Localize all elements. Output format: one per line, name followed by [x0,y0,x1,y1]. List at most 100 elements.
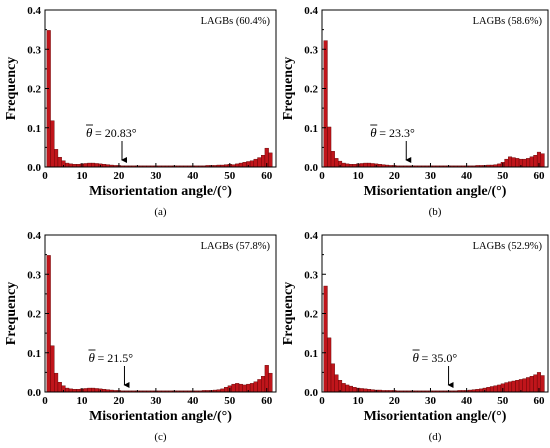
bar [540,153,545,168]
bar [46,255,51,393]
bar [94,163,99,168]
y-tick-label: 0.0 [27,162,41,174]
bar [54,372,59,393]
bar [90,162,96,168]
bar [261,155,266,168]
bar [268,372,273,393]
x-tick-label: 60 [261,170,273,182]
y-axis-label: Frequency [281,57,296,121]
bar [334,158,339,168]
x-tick-label: 40 [461,395,473,407]
y-tick-label: 0.1 [304,123,318,135]
y-tick-label: 0.3 [304,269,318,281]
x-tick-label: 0 [42,395,48,407]
x-tick-label: 60 [261,395,273,407]
bar [367,162,372,168]
mean-label: = 35.0° [422,351,458,365]
y-tick-label: 0.1 [27,348,41,360]
x-tick-label: 20 [389,395,401,407]
bar [359,163,364,168]
bar [83,388,88,393]
bar [511,157,516,168]
legend-text: LAGBs (60.4%) [201,16,271,27]
bar [529,376,534,393]
chart-panel-1: 0 10 20 30 40 50 60 0.0 0.1 0.2 0.3 0.4 Misorientati… [4,5,277,218]
bar [231,383,236,393]
plot-frame [44,9,277,168]
bar [508,156,513,168]
x-tick-label: 30 [425,395,437,407]
bar [46,30,51,168]
x-tick-label: 40 [461,170,473,182]
x-axis-label: Misorientation angle/(°) [364,409,507,424]
mean-label: = 21.5° [97,351,133,365]
x-tick-label: 50 [224,395,236,407]
bar [334,374,339,393]
bar [330,151,335,168]
mean-symbol: θ [413,350,420,365]
x-tick-label: 10 [76,395,88,407]
bar [352,387,357,393]
x-tick-label: 30 [150,170,162,182]
chart-panel-2: 0 10 20 30 40 50 60 0.0 0.1 0.2 0.3 0.4 Misorientati… [281,5,549,218]
bar [327,126,332,168]
bar [83,163,88,168]
bar [57,156,62,168]
panel-label: (a) [154,206,167,218]
x-tick-label: 60 [533,395,545,407]
bar [533,374,538,393]
bar [348,385,353,393]
bar [238,162,243,168]
x-tick-label: 50 [497,170,509,182]
legend-text: LAGBs (52.9%) [473,241,543,252]
bar [493,385,498,393]
x-tick-label: 0 [319,395,325,407]
bar [242,162,247,168]
bar [345,384,350,393]
chart-panel-4: 0 10 20 30 40 50 60 0.0 0.1 0.2 0.3 0.4 Misorientati… [281,230,549,443]
bar [529,156,534,168]
y-tick-label: 0.2 [304,84,318,96]
bar [65,162,70,168]
y-tick-label: 0.4 [27,5,41,17]
bar [224,387,229,393]
y-tick-label: 0.3 [27,269,41,281]
x-tick-label: 0 [42,170,48,182]
bar [249,383,255,393]
y-tick-label: 0.1 [27,123,41,135]
plot-frame [44,234,277,393]
mean-symbol: θ [370,125,377,140]
x-tick-label: 60 [533,170,545,182]
plot-frame [321,9,549,168]
bar [522,378,527,393]
bar [515,380,520,393]
bar [486,387,491,393]
y-tick-label: 0.3 [304,44,318,56]
bar [90,387,96,393]
bar [87,387,92,393]
bar [238,383,243,393]
mean-label: = 20.83° [95,126,137,140]
bar [242,384,247,393]
bar [50,345,55,393]
y-tick-label: 0.4 [304,5,318,17]
bar [508,381,513,393]
x-tick-label: 10 [76,170,88,182]
x-axis-label: Misorientation angle/(°) [364,184,507,199]
bar [515,158,520,168]
x-tick-label: 30 [150,395,162,407]
bar [323,285,328,393]
chart-panel-3: 0 10 20 30 40 50 60 0.0 0.1 0.2 0.3 0.4 Misorientati… [4,230,277,443]
bar [489,386,494,393]
y-tick-label: 0.2 [27,84,41,96]
bar [341,383,346,393]
bar [526,158,531,168]
bar [327,337,332,393]
bar [253,158,258,168]
bar [323,40,328,168]
bar [249,160,255,168]
bar [330,363,335,393]
y-tick-label: 0.0 [304,387,318,399]
bar [363,162,368,168]
